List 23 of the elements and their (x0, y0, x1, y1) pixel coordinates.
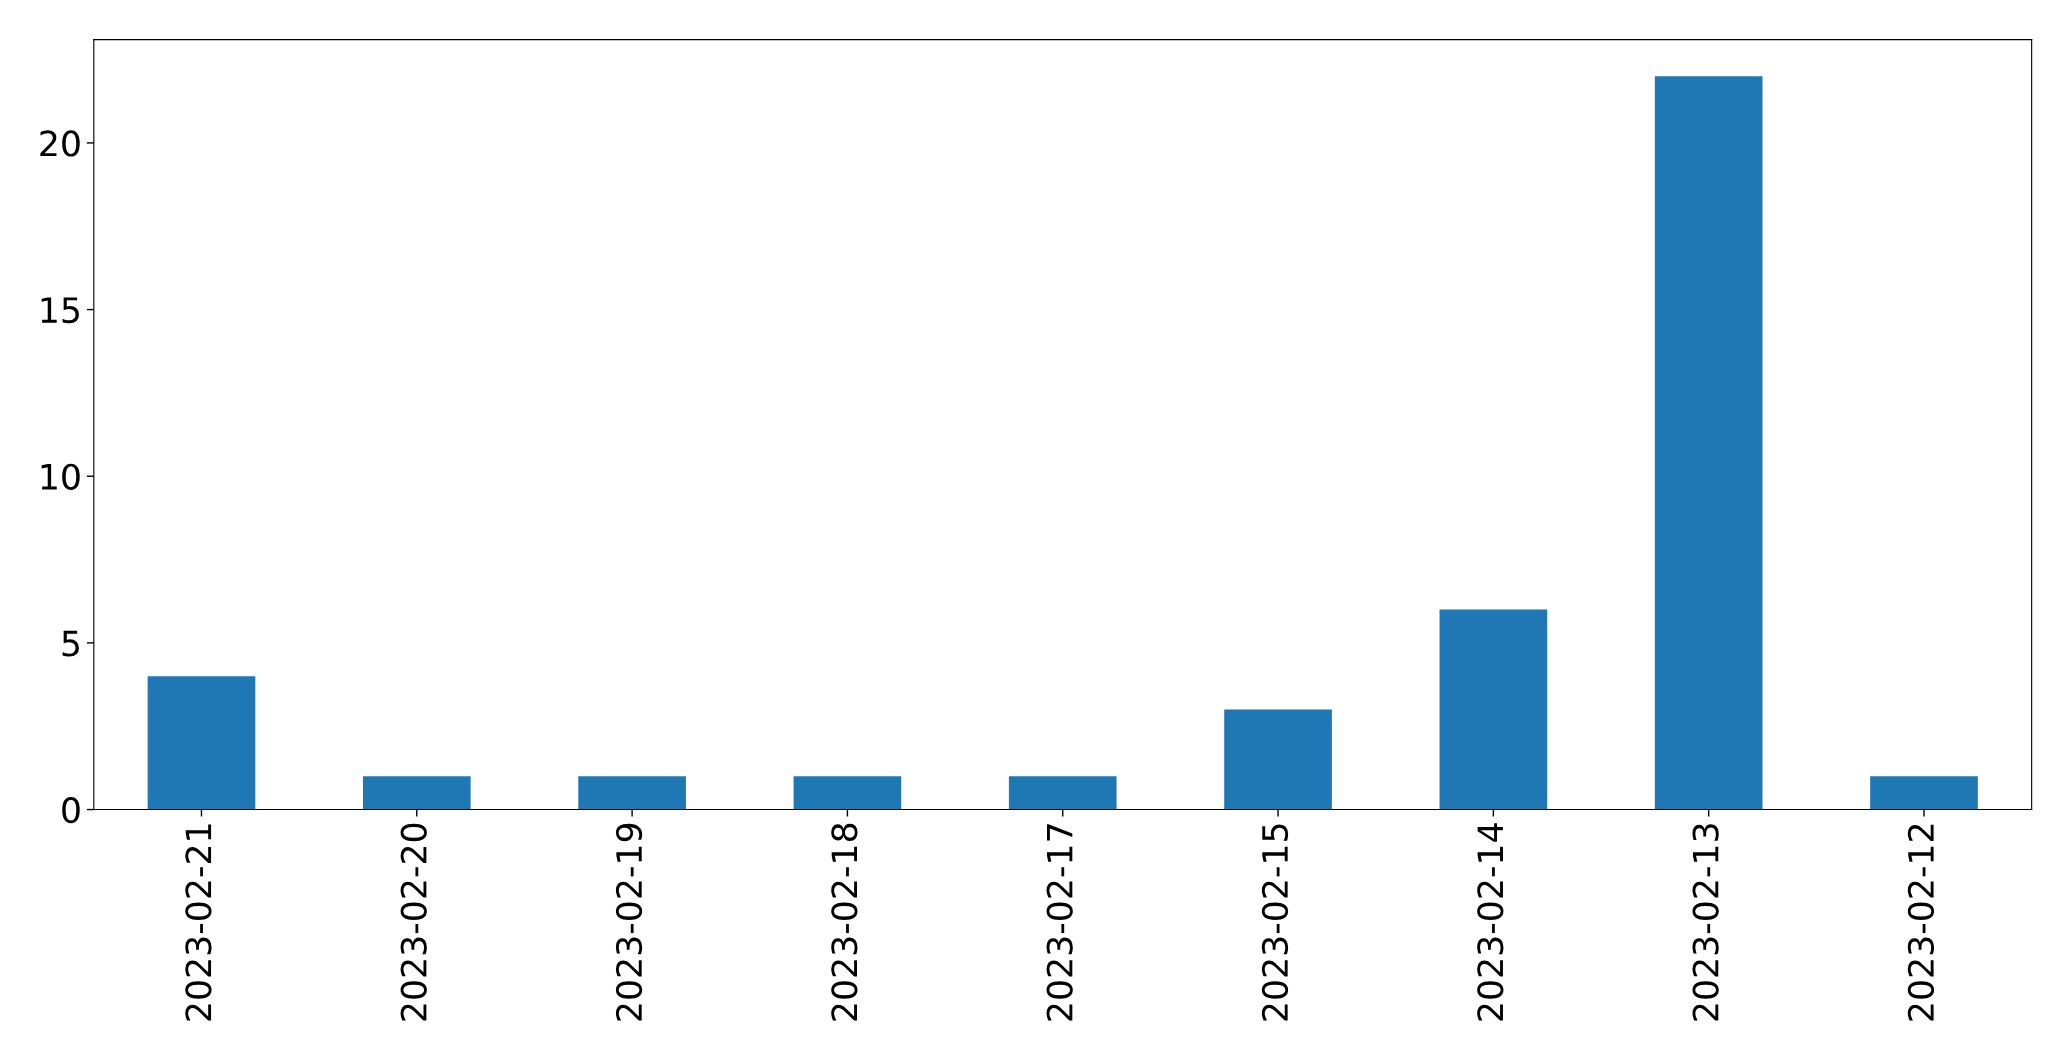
bar (1654, 76, 1763, 810)
y-tick-label: 5 (62, 630, 79, 657)
x-tick-label: 2023-02-17 (1046, 824, 1073, 1021)
bar (362, 776, 471, 810)
x-tick-label: 2023-02-18 (831, 823, 858, 1021)
y-tick-label: 20 (40, 130, 80, 157)
x-tick-label: 2023-02-15 (1261, 824, 1289, 1021)
bar (793, 776, 902, 810)
y-tick-label: 15 (41, 297, 79, 324)
y-tick-label: 0 (62, 796, 80, 824)
x-tick-label: 2023-02-12 (1907, 824, 1935, 1021)
bar (578, 776, 686, 810)
x-tick-label: 2023-02-19 (615, 823, 643, 1021)
x-tick-label: 2023-02-13 (1692, 824, 1719, 1021)
y-tick-label: 10 (41, 463, 80, 490)
x-tick-label: 2023-02-14 (1477, 823, 1504, 1021)
x-tick-label: 2023-02-20 (400, 823, 427, 1021)
bar (1008, 776, 1117, 810)
bar (1870, 776, 1978, 810)
bar (1224, 709, 1332, 810)
bar (1439, 609, 1548, 810)
x-tick-label: 2023-02-21 (185, 824, 212, 1021)
bar (147, 676, 256, 810)
